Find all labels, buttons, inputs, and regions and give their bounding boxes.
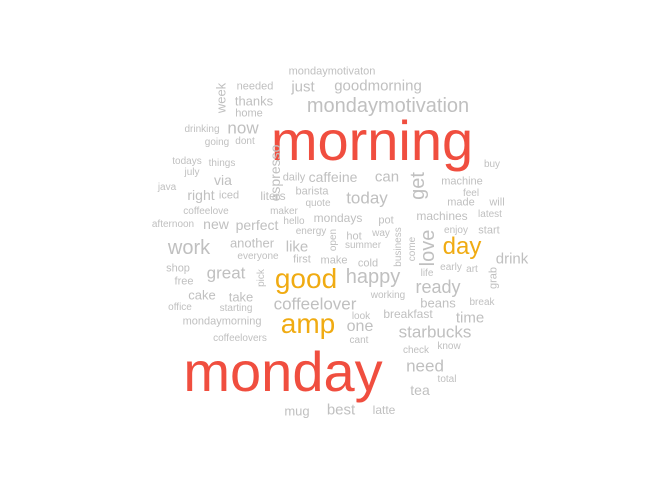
word-machine: machine xyxy=(441,175,483,188)
word-mondaymotivation: mondaymotivation xyxy=(306,95,470,117)
word-coffeelove: coffeelove xyxy=(183,206,229,217)
word-just: just xyxy=(291,78,315,96)
word-now: now xyxy=(227,118,259,138)
word-java: java xyxy=(157,182,177,193)
word-feel: feel xyxy=(462,188,480,199)
word-summer: summer xyxy=(344,240,382,251)
word-via: via xyxy=(214,172,232,188)
word-latte: latte xyxy=(372,403,396,417)
word-todays: todays xyxy=(172,156,202,167)
word-starbucks: starbucks xyxy=(398,322,472,342)
word-starting: starting xyxy=(219,303,253,314)
word-daily: daily xyxy=(282,171,306,184)
word-today: today xyxy=(346,188,388,208)
word-enjoy: enjoy xyxy=(444,225,468,236)
word-mondays: mondays xyxy=(313,211,363,225)
word-happy: happy xyxy=(345,266,401,288)
word-early: early xyxy=(440,262,462,273)
word-caffeine: caffeine xyxy=(308,169,358,185)
word-barista: barista xyxy=(295,185,329,198)
word-machines: machines xyxy=(416,209,468,223)
word-make: make xyxy=(320,254,348,267)
word-get: get xyxy=(407,172,429,200)
word-office: office xyxy=(168,302,192,313)
word-start: start xyxy=(478,224,500,237)
word-pick: pick xyxy=(256,269,267,287)
word-time: time xyxy=(455,309,485,327)
word-mondaymorning: mondaymorning xyxy=(182,315,262,328)
word-check: check xyxy=(402,345,430,356)
word-right: right xyxy=(187,187,215,203)
word-monday: monday xyxy=(183,340,383,403)
word-cant: cant xyxy=(349,335,369,346)
word-open: open xyxy=(328,228,339,252)
word-can: can xyxy=(374,168,400,186)
word-morning: morning xyxy=(270,109,474,172)
word-hello: hello xyxy=(283,216,305,227)
word-art: art xyxy=(466,264,478,275)
word-look: look xyxy=(351,311,371,322)
word-drink: drink xyxy=(495,250,529,268)
word-july: july xyxy=(184,167,200,178)
word-needed: needed xyxy=(236,80,274,93)
word-mondaymotivaton: mondaymotivaton xyxy=(288,65,376,78)
word-total: total xyxy=(437,374,457,385)
word-maker: maker xyxy=(270,206,298,217)
word-going: going xyxy=(204,137,230,148)
word-home: home xyxy=(235,107,263,120)
word-good: good xyxy=(274,263,338,294)
word-break: break xyxy=(469,297,495,308)
word-things: things xyxy=(208,158,236,169)
word-made: made xyxy=(447,196,475,209)
word-know: know xyxy=(437,341,461,352)
word-life: life xyxy=(420,268,434,279)
word-first: first xyxy=(293,253,311,266)
word-new: new xyxy=(203,216,229,232)
word-coffeelover: coffeelover xyxy=(273,294,357,314)
word-best: best xyxy=(326,401,356,419)
word-thanks: thanks xyxy=(234,93,274,109)
word-goodmorning: goodmorning xyxy=(334,77,422,95)
word-ready: ready xyxy=(415,277,461,297)
word-business: business xyxy=(393,227,404,267)
word-coffeelovers: coffeelovers xyxy=(213,333,267,344)
word-cake: cake xyxy=(188,287,216,303)
word-beans: beans xyxy=(420,295,456,311)
word-amp: amp xyxy=(280,308,336,339)
word-liters: liters xyxy=(260,189,286,203)
word-working: working xyxy=(370,290,406,301)
word-energy: energy xyxy=(295,226,327,237)
word-free: free xyxy=(174,275,194,288)
word-quote: quote xyxy=(305,198,331,209)
word-dont: dont xyxy=(235,136,255,147)
word-perfect: perfect xyxy=(235,217,279,233)
word-way: way xyxy=(372,228,390,239)
word-hot: hot xyxy=(346,230,362,243)
word-breakfast: breakfast xyxy=(383,307,433,321)
word-will: will xyxy=(489,196,505,209)
word-afternoon: afternoon xyxy=(151,219,195,230)
word-shop: shop xyxy=(166,262,190,275)
word-mug: mug xyxy=(284,403,310,419)
word-take: take xyxy=(228,289,254,305)
word-cold: cold xyxy=(357,257,379,270)
word-everyone: everyone xyxy=(237,251,279,262)
word-day: day xyxy=(442,233,482,260)
word-like: like xyxy=(285,238,309,256)
word-latest: latest xyxy=(478,209,502,220)
word-another: another xyxy=(229,235,275,251)
word-grab: grab xyxy=(487,266,500,290)
word-love: love xyxy=(417,229,439,267)
word-drinking: drinking xyxy=(184,124,220,135)
word-buy: buy xyxy=(483,159,501,170)
word-pot: pot xyxy=(378,214,394,227)
word-work: work xyxy=(167,237,211,259)
word-tea: tea xyxy=(410,382,430,398)
word-week: week xyxy=(213,82,229,114)
word-one: one xyxy=(346,318,374,335)
word-great: great xyxy=(206,263,246,283)
word-need: need xyxy=(406,356,444,376)
word-iced: iced xyxy=(218,189,240,202)
